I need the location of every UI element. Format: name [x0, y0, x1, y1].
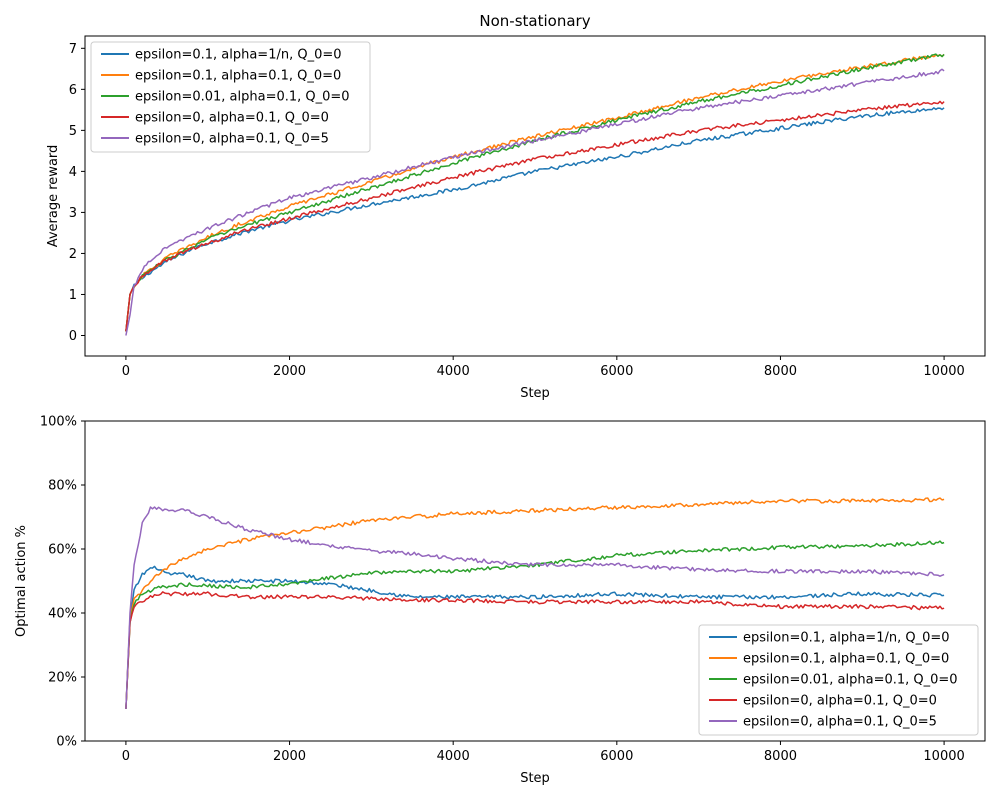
x-tick-label: 4000 — [437, 364, 470, 379]
legend-label: epsilon=0, alpha=0.1, Q_0=0 — [135, 111, 329, 126]
x-tick-label: 2000 — [273, 364, 306, 379]
x-tick-label: 6000 — [600, 364, 633, 379]
legend: epsilon=0.1, alpha=1/n, Q_0=0 epsilon=0.1… — [90, 41, 371, 153]
y-tick-label: 1 — [69, 288, 77, 303]
legend-label: epsilon=0.1, alpha=0.1, Q_0=0 — [135, 69, 341, 84]
x-tick-label: 10000 — [923, 749, 964, 764]
y-tick-label: 0% — [56, 735, 77, 750]
x-axis-label: Step — [520, 771, 550, 786]
x-tick-label: 6000 — [600, 749, 633, 764]
legend-label: epsilon=0, alpha=0.1, Q_0=5 — [743, 715, 937, 730]
y-tick-label: 60% — [48, 543, 77, 558]
legend-label: epsilon=0.01, alpha=0.1, Q_0=0 — [743, 673, 958, 688]
series-line — [125, 53, 945, 332]
y-axis-label: Optimal action % — [14, 525, 29, 637]
series-line — [125, 565, 945, 710]
x-axis-label: Step — [520, 386, 550, 401]
average-reward-chart: Non-stationary 0 2000 4000 6000 8000 10000 0 1 2… — [46, 12, 986, 401]
plot-frame — [84, 35, 986, 357]
y-tick-label: 3 — [69, 206, 77, 221]
series-layer — [125, 53, 945, 336]
series-line — [125, 540, 945, 710]
legend-label: epsilon=0, alpha=0.1, Q_0=5 — [135, 132, 329, 147]
series-line — [125, 497, 945, 710]
legend: epsilon=0.1, alpha=1/n, Q_0=0 epsilon=0.1… — [698, 624, 979, 736]
y-tick-label: 6 — [69, 83, 77, 98]
series-line — [125, 53, 945, 332]
series-line — [125, 591, 945, 710]
x-tick-label: 0 — [122, 749, 130, 764]
legend-label: epsilon=0, alpha=0.1, Q_0=0 — [743, 694, 937, 709]
optimal-action-chart: 0 2000 4000 6000 8000 10000 0% 20% 40% 60% 80% 100%… — [14, 415, 986, 786]
y-tick-label: 20% — [48, 671, 77, 686]
x-tick-label: 8000 — [764, 749, 797, 764]
series-line — [125, 100, 945, 332]
x-tick-label: 2000 — [273, 749, 306, 764]
chart-title: Non-stationary — [479, 12, 590, 30]
series-line — [125, 107, 945, 332]
y-tick-label: 100% — [40, 415, 77, 430]
legend-label: epsilon=0.1, alpha=1/n, Q_0=0 — [135, 48, 342, 63]
series-line — [125, 506, 945, 710]
legend-frame — [698, 624, 979, 736]
y-tick-label: 40% — [48, 607, 77, 622]
ticks-layer: 0 2000 4000 6000 8000 10000 0 1 2 3 4 5 6 7 — [69, 42, 965, 379]
y-tick-label: 0 — [69, 329, 77, 344]
x-tick-label: 10000 — [923, 364, 964, 379]
y-tick-label: 5 — [69, 124, 77, 139]
x-tick-label: 4000 — [437, 749, 470, 764]
y-tick-label: 80% — [48, 479, 77, 494]
legend-frame — [90, 41, 371, 153]
legend-label: epsilon=0.1, alpha=1/n, Q_0=0 — [743, 631, 950, 646]
y-tick-label: 7 — [69, 42, 77, 57]
y-axis-label: Average reward — [46, 145, 61, 248]
legend-label: epsilon=0.1, alpha=0.1, Q_0=0 — [743, 652, 949, 667]
y-tick-label: 2 — [69, 247, 77, 262]
x-tick-label: 0 — [122, 364, 130, 379]
y-tick-label: 4 — [69, 165, 77, 180]
plot-frame — [84, 420, 986, 742]
series-line — [125, 68, 945, 336]
legend-label: epsilon=0.01, alpha=0.1, Q_0=0 — [135, 90, 350, 105]
series-layer — [125, 497, 945, 710]
ticks-layer: 0 2000 4000 6000 8000 10000 0% 20% 40% 60% 80% 100% — [40, 415, 965, 765]
x-tick-label: 8000 — [764, 364, 797, 379]
